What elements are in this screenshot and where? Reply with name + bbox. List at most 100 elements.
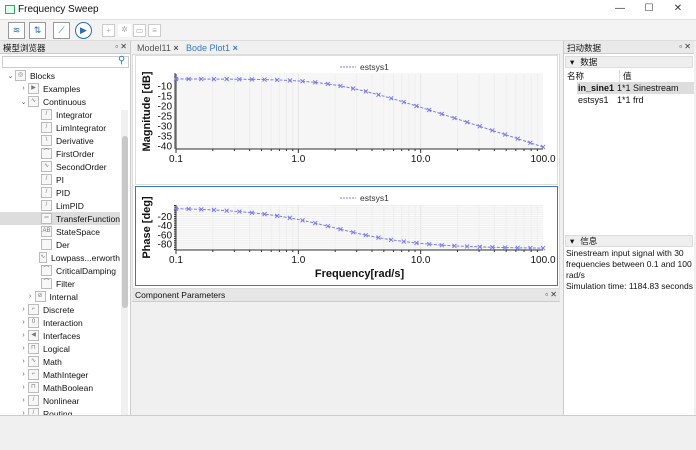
tree-item[interactable]: › ⊓ Logical xyxy=(0,342,120,355)
tree-item-label: FirstOrder xyxy=(56,148,95,159)
search-icon[interactable]: ⚲ xyxy=(118,55,126,66)
tree-item-label: StateSpace xyxy=(56,226,100,237)
tree-item-label: Integrator xyxy=(56,109,93,120)
tree-item[interactable]: › ⊓ MathBoolean xyxy=(0,381,120,394)
layout-icon[interactable]: ▭ xyxy=(133,24,146,37)
tree-item-label: Lowpass...erworth xyxy=(51,252,120,263)
tree-item[interactable]: ⌒ CriticalDamping xyxy=(0,264,120,277)
table-row[interactable]: estsys1 1*1 frd xyxy=(577,94,694,106)
chevron-icon[interactable]: › xyxy=(22,358,25,365)
data-point xyxy=(312,80,318,85)
tree-item[interactable]: › ▶ Examples xyxy=(0,82,120,95)
chevron-icon[interactable]: › xyxy=(22,371,25,378)
data-point xyxy=(236,209,242,214)
chevron-icon[interactable]: › xyxy=(22,410,25,417)
component-parameters-header: Component Parameters ▫ ✕ xyxy=(132,289,560,302)
new-file-icon[interactable]: + xyxy=(102,24,115,37)
block-icon: / xyxy=(41,200,52,211)
chevron-icon[interactable]: › xyxy=(22,319,25,326)
maximize-button[interactable]: ☐ xyxy=(644,3,654,14)
tree-item[interactable]: › ∿ Math xyxy=(0,355,120,368)
tree-item[interactable]: / PI xyxy=(0,173,120,186)
tab-close-icon[interactable]: × xyxy=(173,43,179,53)
y-tick-label: -40 xyxy=(158,221,173,232)
chevron-icon[interactable]: › xyxy=(22,397,25,404)
scrollbar-thumb[interactable] xyxy=(122,136,128,308)
chevron-icon[interactable]: › xyxy=(22,384,25,391)
table-row[interactable]: in_sine1 1*1 Sinestream xyxy=(577,82,694,94)
tree-item[interactable]: AB StateSpace xyxy=(0,225,120,238)
settings-edit-icon[interactable]: ⇅ xyxy=(29,22,46,39)
status-bar xyxy=(0,415,696,433)
gear-icon[interactable]: ✲ xyxy=(118,24,131,37)
float-icon[interactable]: ▫ xyxy=(679,42,683,51)
close-button[interactable]: ✕ xyxy=(673,3,683,14)
data-point xyxy=(224,76,229,82)
tree-item[interactable]: / LimPID xyxy=(0,199,120,212)
tree-item[interactable]: ⌒ Filter xyxy=(0,277,120,290)
close-icon[interactable]: ✕ xyxy=(120,42,127,51)
document-icon[interactable]: ≡ xyxy=(148,24,161,37)
collapse-icon: ▾ xyxy=(570,56,575,67)
data-point xyxy=(414,240,419,246)
info-line: Simulation time: 1184.83 seconds xyxy=(566,281,693,291)
run-icon[interactable]: ▶ xyxy=(75,22,92,39)
tree-item[interactable]: ⌄ ∿ Continuous xyxy=(0,95,120,108)
x-tick-label: 0.1 xyxy=(169,255,183,266)
y-tick-label: -80 xyxy=(158,240,173,251)
tree-item[interactable]: › 0 Interaction xyxy=(0,316,120,329)
tree-item[interactable]: Der xyxy=(0,238,120,251)
tree-item-label: Discrete xyxy=(43,304,75,315)
chevron-icon[interactable]: › xyxy=(22,345,25,352)
column-name[interactable]: 名称 xyxy=(567,71,585,81)
tree-item[interactable]: ∿ Lowpass...erworth xyxy=(0,251,120,264)
data-point xyxy=(502,132,508,137)
chevron-icon[interactable]: ⌄ xyxy=(20,98,27,106)
block-icon: / xyxy=(41,122,52,133)
tab-model11[interactable]: Model11 × xyxy=(137,43,179,53)
chevron-icon[interactable]: ⌄ xyxy=(7,72,14,80)
tree-item[interactable]: / PID xyxy=(0,186,120,199)
tree-item[interactable]: / LimIntegrator xyxy=(0,121,120,134)
tab-close-icon[interactable]: × xyxy=(232,43,238,53)
float-icon[interactable]: ▫ xyxy=(545,290,549,299)
tree-item[interactable]: › ⌐ Discrete xyxy=(0,303,120,316)
chevron-icon[interactable]: › xyxy=(22,85,25,92)
info-section-header[interactable]: ▾ 信息 xyxy=(565,235,693,247)
column-value[interactable]: 值 xyxy=(619,70,632,82)
model-tree: ⌄ ◎ Blocks › ▶ Examples ⌄ ∿ Continuous / Integrato… xyxy=(0,69,120,420)
sweep-icon[interactable]: ⟋ xyxy=(53,22,70,39)
tree-item[interactable]: ⌄ ◎ Blocks xyxy=(0,69,120,82)
y-axis-label: Magnitude [dB] xyxy=(141,71,153,151)
float-icon[interactable]: ▫ xyxy=(115,42,119,51)
search-input[interactable] xyxy=(2,56,129,68)
tree-item[interactable]: › ◀ Interfaces xyxy=(0,329,120,342)
tree-item[interactable]: ⌒ FirstOrder xyxy=(0,147,120,160)
data-point xyxy=(376,92,381,98)
tree-item[interactable]: ∿ SecondOrder xyxy=(0,160,120,173)
tree-item[interactable]: / Integrator xyxy=(0,108,120,121)
phase-plot[interactable] xyxy=(135,186,558,286)
chevron-icon[interactable]: › xyxy=(22,332,25,339)
chevron-icon[interactable]: › xyxy=(22,306,25,313)
waveform-icon[interactable]: ≋ xyxy=(8,22,25,39)
block-icon: / xyxy=(41,174,52,185)
tree-item-label: Derivative xyxy=(56,135,94,146)
block-icon: ⊓ xyxy=(28,343,39,354)
tree-item[interactable]: › ⌐ MathInteger xyxy=(0,368,120,381)
block-icon: / xyxy=(41,109,52,120)
y-tick-label: -10 xyxy=(158,82,173,93)
data-section-header[interactable]: ▾ 数据 xyxy=(565,56,693,68)
chevron-icon[interactable]: › xyxy=(28,293,32,300)
tree-item[interactable]: › ⊘ Internal xyxy=(0,290,120,303)
data-point xyxy=(173,76,179,82)
data-point xyxy=(515,245,521,251)
close-icon[interactable]: ✕ xyxy=(550,290,557,299)
close-icon[interactable]: ✕ xyxy=(684,42,691,51)
data-point xyxy=(198,76,204,82)
tree-item[interactable]: \ Derivative xyxy=(0,134,120,147)
minimize-button[interactable]: — xyxy=(615,3,625,14)
tree-item[interactable]: › / Nonlinear xyxy=(0,394,120,407)
data-point xyxy=(274,77,280,83)
tree-item[interactable]: ═ TransferFunction xyxy=(0,212,120,225)
